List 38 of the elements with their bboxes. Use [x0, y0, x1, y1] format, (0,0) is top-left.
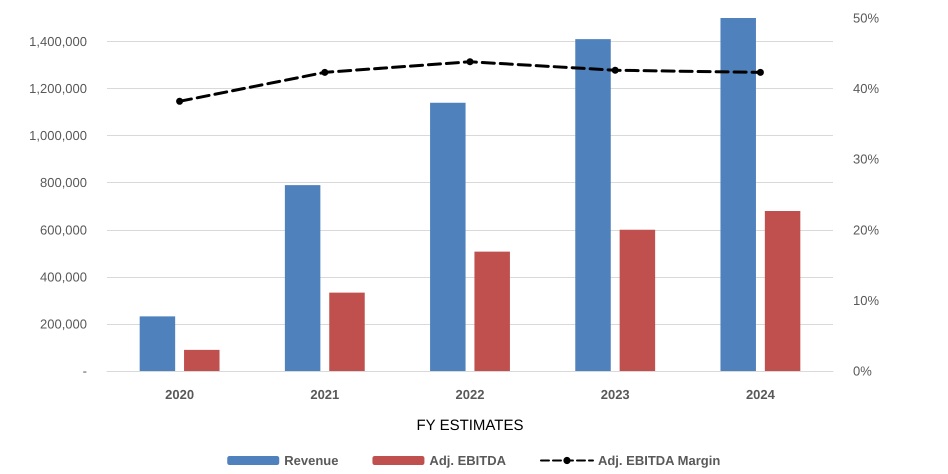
y-tick-label: 1,000,000 — [29, 128, 87, 144]
y2-tick-label: 20% — [853, 222, 880, 238]
x-axis-title: FY ESTIMATES — [416, 417, 524, 434]
point — [176, 98, 184, 105]
legend-label: Adj. EBITDA — [429, 453, 507, 468]
bar — [620, 230, 656, 371]
y2-tick-label: 10% — [853, 292, 880, 308]
y2-tick-label: 30% — [853, 152, 880, 167]
x-tick-label: 2024 — [746, 387, 776, 402]
legend-label: Adj. EBITDA Margin — [598, 453, 720, 468]
bar — [720, 18, 756, 371]
bar — [140, 316, 176, 371]
bar — [575, 39, 611, 371]
legend-label: Revenue — [284, 453, 338, 468]
y-tick-label: - — [82, 364, 87, 378]
y-tick-label: 200,000 — [40, 316, 87, 332]
y-tick-label: 1,400,000 — [29, 34, 87, 50]
x-tick-label: 2021 — [310, 387, 340, 402]
y-tick-label: 400,000 — [40, 269, 87, 284]
y-tick-label: 600,000 — [40, 222, 87, 238]
point — [321, 68, 328, 76]
x-tick-label: 2020 — [165, 387, 194, 402]
bar — [184, 350, 220, 371]
bar — [329, 292, 365, 371]
y2-tick-label: 40% — [853, 81, 880, 96]
point — [466, 58, 474, 66]
y-tick-label: 800,000 — [40, 175, 87, 190]
bar — [474, 252, 510, 371]
point — [612, 66, 619, 74]
x-tick-label: 2023 — [600, 387, 630, 402]
y-tick-label: 1,200,000 — [29, 81, 87, 96]
bar — [284, 185, 320, 371]
bar — [764, 210, 800, 371]
y2-tick-label: 0% — [853, 364, 872, 378]
point — [756, 68, 764, 76]
bar — [430, 102, 466, 371]
y2-tick-label: 50% — [853, 10, 880, 26]
x-tick-label: 2022 — [456, 387, 484, 402]
